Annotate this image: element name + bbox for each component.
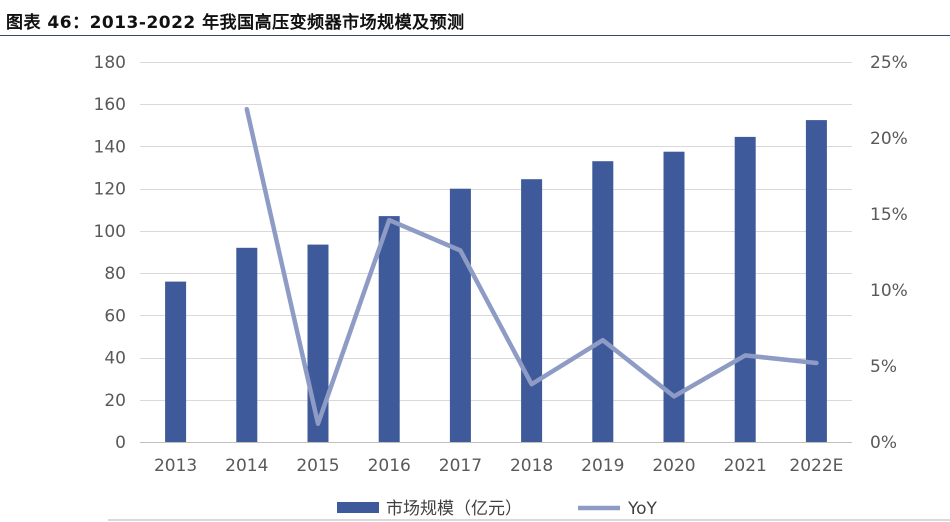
line-series — [244, 106, 819, 427]
legend: 市场规模（亿元） YoY — [337, 499, 658, 519]
x-tick-label: 2016 — [368, 456, 411, 476]
left-tick-label: 40 — [104, 349, 126, 369]
x-tick-label: 2022E — [789, 456, 843, 476]
left-tick-label: 100 — [94, 222, 126, 242]
x-tick-label: 2017 — [439, 456, 482, 476]
x-tick-label: 2019 — [581, 456, 624, 476]
bar — [521, 179, 543, 442]
bar — [378, 216, 400, 442]
bottom-divider — [108, 519, 950, 521]
x-tick-label: 2020 — [652, 456, 695, 476]
bar-series — [165, 120, 827, 442]
left-tick-label: 80 — [104, 264, 126, 284]
right-tick-label: 10% — [870, 281, 908, 301]
x-tick-label: 2013 — [154, 456, 197, 476]
left-tick-label: 60 — [104, 306, 126, 326]
bar — [592, 161, 614, 442]
x-tick-label: 2015 — [296, 456, 339, 476]
legend-swatch-bar — [337, 502, 379, 513]
bar — [663, 151, 685, 442]
right-tick-label: 25% — [870, 53, 908, 73]
x-tick-label: 2014 — [225, 456, 268, 476]
left-tick-label: 140 — [94, 137, 126, 157]
bar — [165, 281, 187, 442]
title-divider — [0, 35, 950, 36]
bar — [805, 120, 827, 442]
left-tick-label: 120 — [94, 180, 126, 200]
bar — [734, 136, 756, 442]
x-tick-label: 2018 — [510, 456, 553, 476]
right-tick-label: 20% — [870, 129, 908, 149]
legend-label-bar: 市场规模（亿元） — [386, 499, 522, 519]
x-axis-ticks: 2013 2014 2015 2016 2017 2018 2019 2020 2021 2022… — [154, 456, 843, 476]
right-axis-ticks: 0% 5% 10% 15% 20% 25% — [870, 53, 908, 453]
figure-title-bar: 图表 46：2013-2022 年我国高压变频器市场规模及预测 — [0, 0, 950, 36]
bar — [449, 188, 471, 442]
left-tick-label: 160 — [94, 95, 126, 115]
right-tick-label: 0% — [870, 433, 897, 453]
bar — [236, 247, 258, 442]
left-tick-label: 180 — [94, 53, 126, 73]
x-tick-label: 2021 — [724, 456, 767, 476]
left-tick-label: 0 — [115, 433, 126, 453]
right-tick-label: 15% — [870, 205, 908, 225]
left-tick-label: 20 — [104, 391, 126, 411]
legend-label-line: YoY — [627, 499, 658, 519]
bar — [307, 244, 329, 442]
figure-title: 图表 46：2013-2022 年我国高压变频器市场规模及预测 — [6, 13, 465, 33]
right-tick-label: 5% — [870, 357, 897, 377]
left-axis-ticks: 0 20 40 60 80 100 120 140 160 180 — [94, 53, 126, 453]
